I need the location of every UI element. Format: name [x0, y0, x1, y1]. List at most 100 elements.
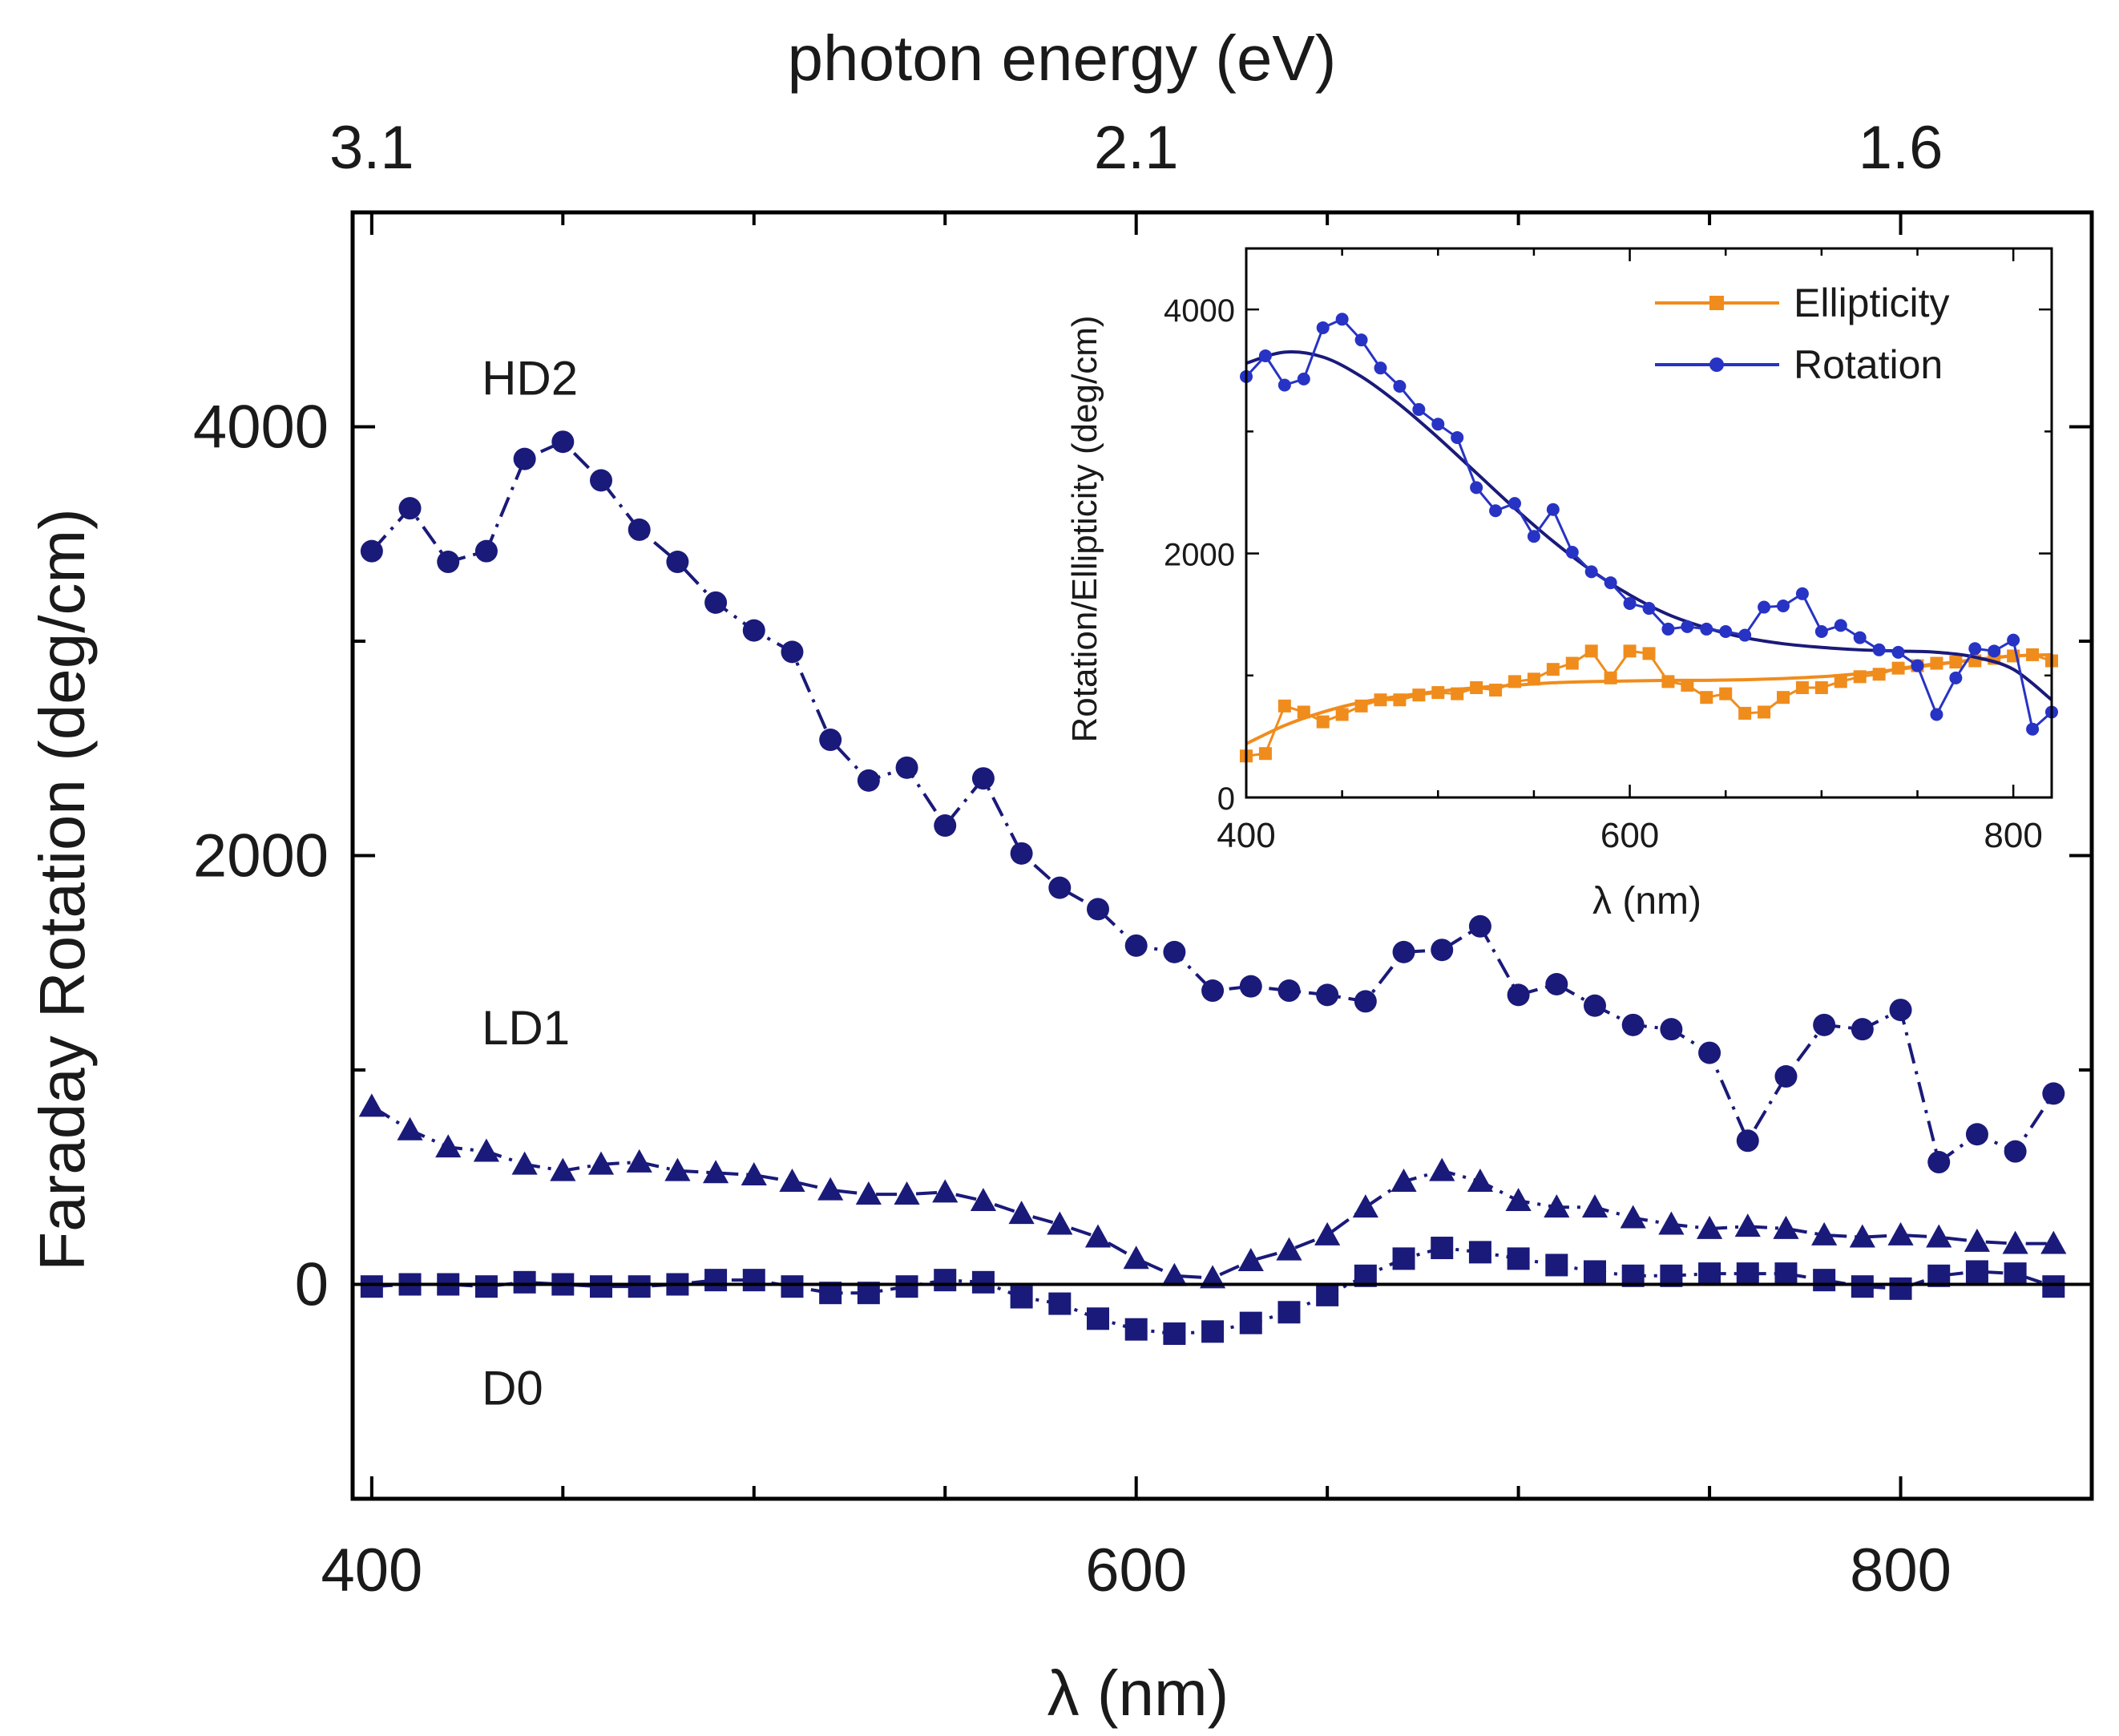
data-point-d0: [971, 1270, 995, 1294]
data-point-d0: [1584, 1260, 1606, 1283]
inset-point-ellipticity: [1930, 656, 1943, 670]
data-point-hd2: [1698, 1041, 1721, 1064]
inset-point-ellipticity: [1565, 656, 1579, 670]
data-point-d0: [1392, 1247, 1415, 1270]
inset-point-ellipticity: [1642, 647, 1656, 660]
inset-point-rotation: [1489, 504, 1503, 518]
data-point-d0: [1545, 1254, 1568, 1277]
data-point-d0: [1774, 1262, 1798, 1286]
inset-point-rotation: [1527, 530, 1540, 543]
data-point-ld1: [1199, 1265, 1226, 1289]
data-point-ld1: [1276, 1237, 1302, 1261]
legend-marker-rotation: [1709, 357, 1724, 372]
data-point-hd2: [2042, 1082, 2065, 1105]
data-point-ld1: [1084, 1224, 1112, 1248]
inset-x-tick-label: 800: [1984, 816, 2042, 855]
data-point-hd2: [1813, 1013, 1836, 1036]
data-point-ld1: [1237, 1247, 1264, 1271]
inset-point-rotation: [1335, 313, 1349, 326]
y-tick-label: 2000: [193, 822, 329, 890]
data-point-ld1: [435, 1134, 462, 1158]
inset-point-rotation: [1604, 576, 1617, 590]
data-point-ld1: [1352, 1194, 1378, 1218]
data-point-hd2: [1239, 975, 1262, 998]
inset-point-rotation: [1431, 418, 1445, 431]
inset-point-ellipticity: [1508, 675, 1521, 688]
data-point-hd2: [551, 430, 575, 454]
inset-point-ellipticity: [1470, 681, 1483, 694]
data-point-ld1: [664, 1157, 691, 1181]
inset-point-rotation: [1623, 596, 1637, 610]
inset-point-rotation: [1354, 333, 1368, 347]
data-point-ld1: [817, 1177, 844, 1201]
data-point-hd2: [1889, 999, 1912, 1022]
inset-point-rotation: [1795, 587, 1809, 600]
data-point-hd2: [474, 539, 498, 563]
data-point-hd2: [590, 469, 612, 492]
inset-point-ellipticity: [1853, 670, 1867, 684]
inset-point-rotation: [1412, 402, 1426, 416]
inset-point-rotation: [1451, 430, 1464, 444]
data-point-d0: [1851, 1275, 1874, 1298]
inset-x-tick-label: 600: [1600, 816, 1659, 855]
data-point-hd2: [971, 767, 995, 790]
data-point-hd2: [1584, 994, 1606, 1017]
series-label-hd2: HD2: [482, 351, 578, 405]
inset-axis-ticks: 400 600 800 0 2000 4000: [1164, 248, 2052, 855]
inset-series-rotation: [1240, 313, 2058, 736]
data-point-d0: [1048, 1292, 1072, 1315]
inset-point-ellipticity: [1431, 686, 1445, 700]
data-point-hd2: [1354, 990, 1377, 1013]
fit-curve-rotation: [1245, 350, 2053, 701]
inset-x-tick-label: 400: [1217, 816, 1275, 855]
data-point-d0: [628, 1275, 651, 1298]
inset-point-rotation: [1277, 378, 1291, 392]
data-point-ld1: [473, 1138, 500, 1162]
data-point-hd2: [857, 769, 880, 792]
inset-y-axis-title: Rotation/Ellipticity (deg/cm): [1065, 315, 1104, 742]
inset-point-rotation: [1758, 600, 1771, 614]
data-point-ld1: [779, 1169, 805, 1192]
data-point-hd2: [1507, 983, 1530, 1007]
inset-point-ellipticity: [1949, 656, 1963, 669]
data-point-ld1: [1620, 1205, 1646, 1229]
inset-point-rotation: [1470, 481, 1483, 495]
inset-point-rotation: [1949, 671, 1963, 684]
inset-point-ellipticity: [1489, 684, 1503, 697]
data-point-hd2: [1468, 914, 1491, 938]
data-point-hd2: [398, 497, 422, 520]
inset-point-ellipticity: [1393, 693, 1407, 707]
data-point-hd2: [1965, 1123, 1988, 1146]
data-point-hd2: [742, 619, 765, 642]
data-point-ld1: [894, 1181, 920, 1205]
inset-point-ellipticity: [1258, 747, 1272, 761]
inset-point-ellipticity: [1277, 699, 1291, 713]
inset-point-rotation: [1546, 503, 1560, 516]
data-point-ld1: [397, 1116, 423, 1141]
data-point-d0: [1965, 1260, 1988, 1283]
inset-point-rotation: [1777, 600, 1790, 613]
legend-label-ellipticity: Ellipticity: [1794, 281, 1949, 325]
inset-point-rotation: [1814, 624, 1828, 638]
data-point-ld1: [741, 1161, 767, 1185]
inset-point-rotation: [2026, 722, 2040, 736]
data-point-hd2: [1736, 1129, 1759, 1153]
data-point-ld1: [1161, 1262, 1188, 1286]
data-point-hd2: [666, 551, 689, 574]
inset-point-ellipticity: [2026, 648, 2040, 661]
data-point-ld1: [1811, 1221, 1838, 1245]
data-point-d0: [1087, 1307, 1109, 1330]
data-point-hd2: [1201, 979, 1225, 1003]
data-point-d0: [742, 1269, 765, 1292]
data-point-hd2: [704, 591, 728, 614]
data-point-ld1: [1544, 1194, 1570, 1218]
data-point-d0: [1813, 1269, 1836, 1292]
inset-point-rotation: [1393, 380, 1407, 394]
data-point-d0: [590, 1275, 612, 1298]
data-point-hd2: [1545, 973, 1568, 995]
data-point-ld1: [626, 1149, 652, 1173]
data-point-ld1: [855, 1181, 882, 1205]
data-point-hd2: [1851, 1018, 1874, 1041]
inset-point-rotation: [1297, 372, 1310, 386]
